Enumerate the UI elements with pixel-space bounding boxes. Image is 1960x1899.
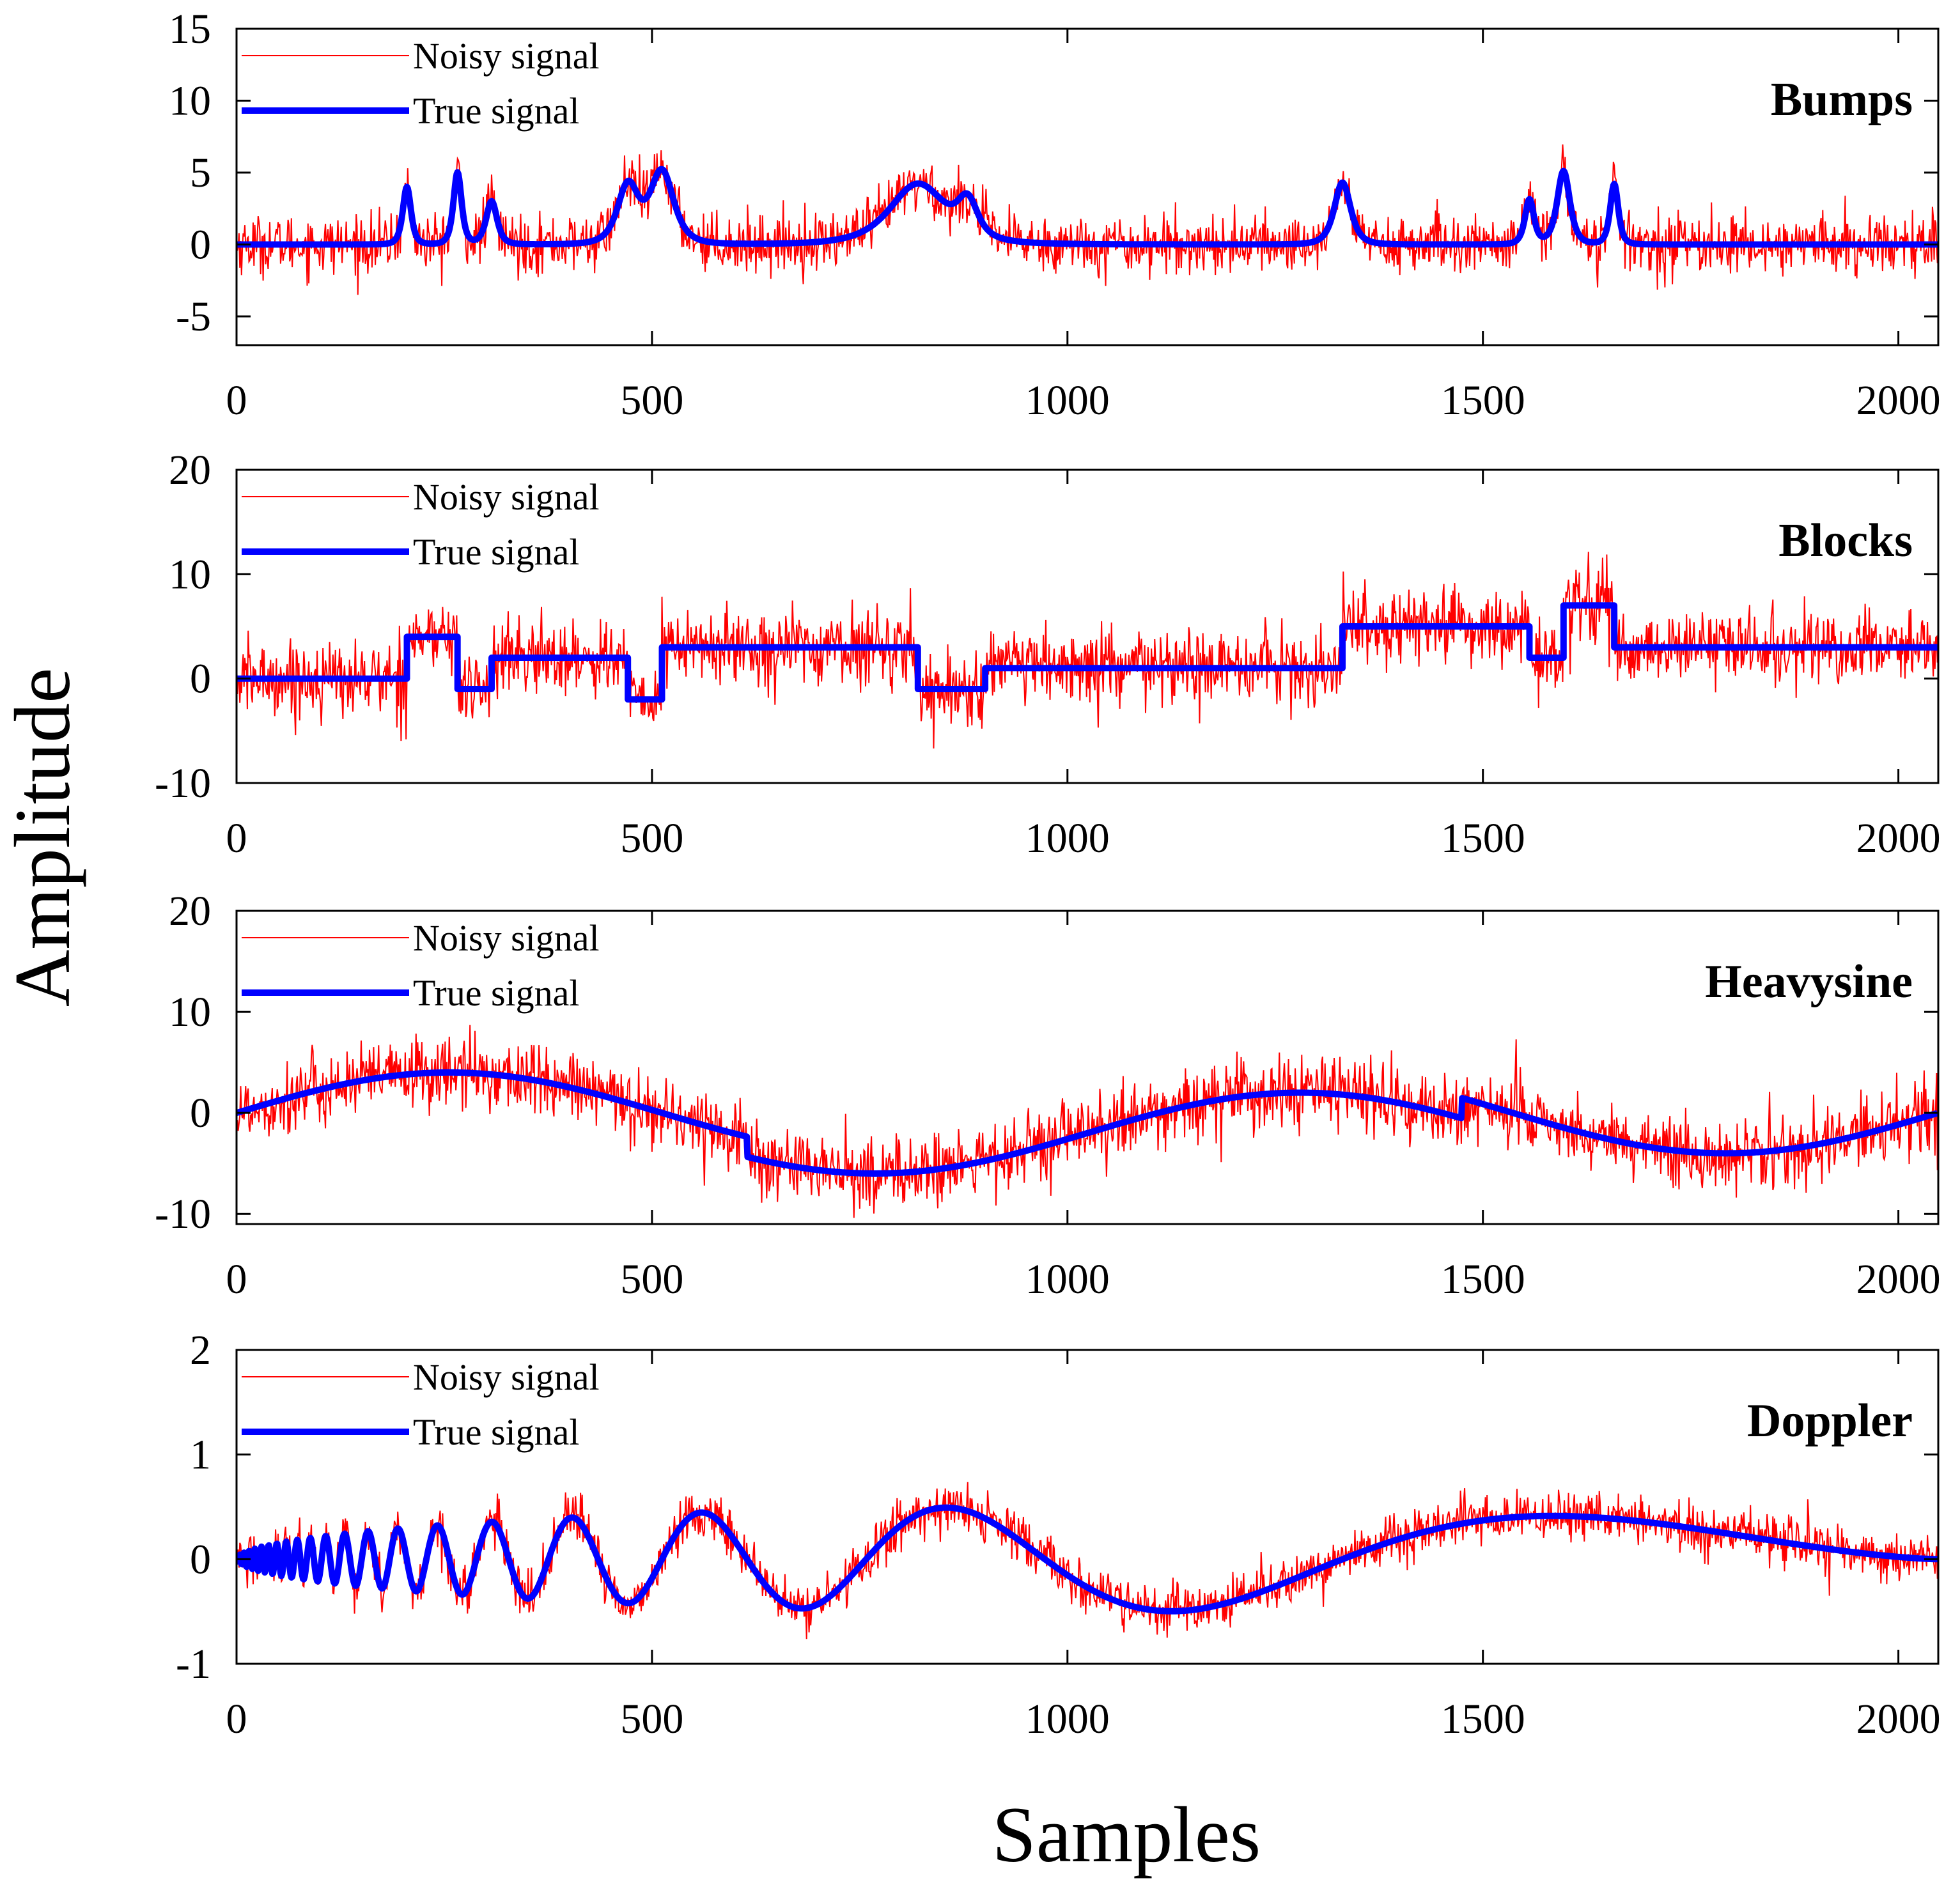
panel-heavysine: 0 500 1000 1500 2000 20 10 0 -10 Noisy signal True…: [155, 888, 1941, 1303]
axes-frame: [235, 1349, 1940, 1665]
axes-frame: [235, 469, 1940, 784]
y-tick-label: 5: [190, 150, 211, 196]
x-tick-label: 1000: [1025, 1696, 1110, 1742]
y-tick-label: 20: [169, 888, 211, 934]
y-tick-label: -10: [155, 1191, 211, 1237]
panel-title: Blocks: [1778, 515, 1913, 567]
y-tick-label: 0: [190, 222, 211, 268]
legend-noisy-label: Noisy signal: [413, 35, 600, 77]
true-signal-line: [237, 166, 1938, 248]
x-tick-label: 2000: [1856, 1256, 1941, 1303]
y-tick-label: -10: [155, 760, 211, 807]
true-signal-line: [237, 1504, 1938, 1615]
legend-true-label: True signal: [413, 90, 580, 132]
x-tick-label: 2000: [1856, 815, 1941, 862]
panel-title: Heavysine: [1705, 956, 1913, 1008]
x-tick-label: 0: [226, 1256, 247, 1303]
x-tick-label: 1500: [1441, 377, 1525, 424]
y-tick-label: 1: [190, 1432, 211, 1478]
panel-doppler: 0 500 1000 1500 2000 2 1 0 -1 Noisy signal True si…: [176, 1327, 1941, 1742]
x-axis-label: Samples: [992, 1791, 1261, 1879]
x-tick-label: 1000: [1025, 377, 1110, 424]
legend-true-label: True signal: [413, 1411, 580, 1453]
x-tick-label: 500: [620, 815, 683, 862]
y-tick-label: 0: [190, 1536, 211, 1583]
x-tick-label: 1000: [1025, 815, 1110, 862]
y-tick-label: 0: [190, 656, 211, 702]
panel-title: Doppler: [1747, 1395, 1913, 1447]
x-tick-label: 1500: [1441, 1696, 1525, 1742]
x-tick-label: 0: [226, 1696, 247, 1742]
axes-frame: [235, 27, 1940, 346]
y-tick-label: 10: [169, 78, 211, 125]
true-signal-line: [237, 1069, 1938, 1177]
y-tick-label: -1: [176, 1641, 211, 1687]
y-tick-label: 10: [169, 551, 211, 598]
x-tick-label: 2000: [1856, 377, 1941, 424]
y-tick-label: -5: [176, 293, 211, 340]
x-tick-label: 0: [226, 377, 247, 424]
panel-bumps: 0 500 1000 1500 2000 15 10 5 0 -5 Noisy signal True…: [169, 6, 1941, 424]
x-tick-label: 500: [620, 1696, 683, 1742]
x-tick-label: 1500: [1441, 1256, 1525, 1303]
y-tick-label: 10: [169, 989, 211, 1035]
y-tick-label: 2: [190, 1327, 211, 1374]
legend-noisy-label: Noisy signal: [413, 1356, 600, 1398]
x-tick-label: 1500: [1441, 815, 1525, 862]
y-tick-label: 20: [169, 447, 211, 493]
x-tick-label: 0: [226, 815, 247, 862]
y-axis-label: Amplitude: [0, 668, 86, 1007]
y-tick-label: 15: [169, 6, 211, 52]
legend-noisy-label: Noisy signal: [413, 476, 600, 518]
legend-noisy-label: Noisy signal: [413, 917, 600, 959]
panel-blocks: 0 500 1000 1500 2000 20 10 0 -10 Noisy signal True…: [155, 447, 1941, 862]
legend-true-label: True signal: [413, 531, 580, 573]
x-tick-label: 1000: [1025, 1256, 1110, 1303]
noisy-signal-line: [237, 144, 1938, 295]
y-tick-label: 0: [190, 1090, 211, 1136]
noisy-signal-line: [237, 1025, 1938, 1218]
x-tick-label: 500: [620, 1256, 683, 1303]
noisy-signal-line: [237, 1482, 1938, 1639]
x-tick-label: 2000: [1856, 1696, 1941, 1742]
panel-title: Bumps: [1771, 74, 1913, 126]
true-signal-line: [237, 602, 1938, 703]
legend-true-label: True signal: [413, 972, 580, 1014]
axes-frame: [235, 910, 1940, 1225]
x-tick-label: 500: [620, 377, 683, 424]
